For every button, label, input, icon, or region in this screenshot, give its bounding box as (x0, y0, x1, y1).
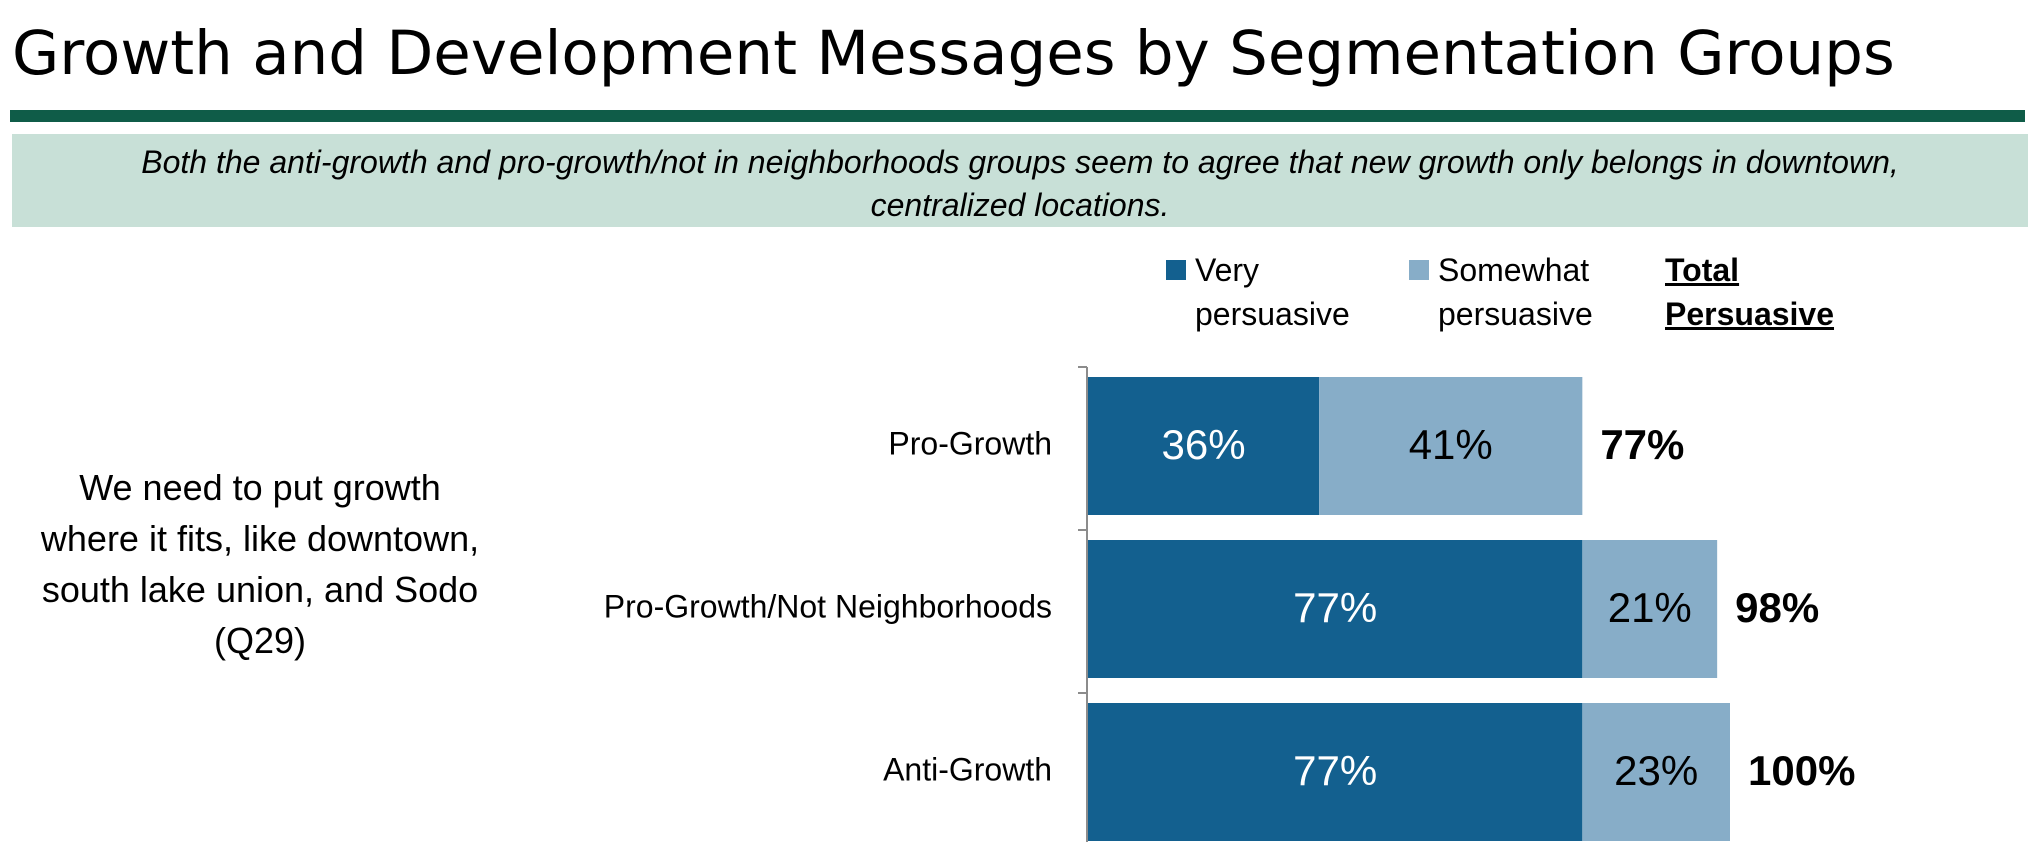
bar-segment (1088, 377, 1320, 515)
legend-swatch-somewhat (1409, 260, 1429, 280)
data-label: 23% (1614, 747, 1698, 794)
title-divider (10, 110, 2025, 122)
chart-bars: Pro-Growth 36% 41% 77% Pro-Growth/Not Neighb… (604, 377, 1855, 841)
legend-label-very: Very persuasive (1195, 252, 1350, 332)
total-label: 98% (1735, 584, 1819, 631)
category-label: Pro-Growth (888, 425, 1052, 461)
message-text: We need to put growth where it fits, lik… (40, 467, 480, 661)
page-title: Growth and Development Messages by Segme… (12, 18, 1895, 89)
total-label: 100% (1748, 747, 1855, 794)
legend-total-persuasive: Total Persuasive (1665, 252, 1835, 332)
bar-segment (1088, 703, 1583, 841)
data-label: 77% (1293, 584, 1377, 631)
bar-segment (1319, 377, 1583, 515)
bar-segment (1582, 703, 1730, 841)
data-label: 36% (1162, 421, 1246, 468)
data-label: 77% (1293, 747, 1377, 794)
category-label: Pro-Growth/Not Neighborhoods (604, 588, 1052, 624)
total-label: 77% (1600, 421, 1684, 468)
subtitle-banner: Both the anti-growth and pro-growth/not … (12, 134, 2028, 227)
legend-swatch-very (1166, 260, 1186, 280)
data-label: 21% (1608, 584, 1692, 631)
legend-label-somewhat: Somewhat persuasive (1438, 252, 1593, 332)
category-label: Anti-Growth (883, 751, 1052, 787)
bar-segment (1582, 540, 1718, 678)
bar-segment (1088, 540, 1583, 678)
chart-axis (1078, 366, 1088, 842)
data-label: 41% (1409, 421, 1493, 468)
